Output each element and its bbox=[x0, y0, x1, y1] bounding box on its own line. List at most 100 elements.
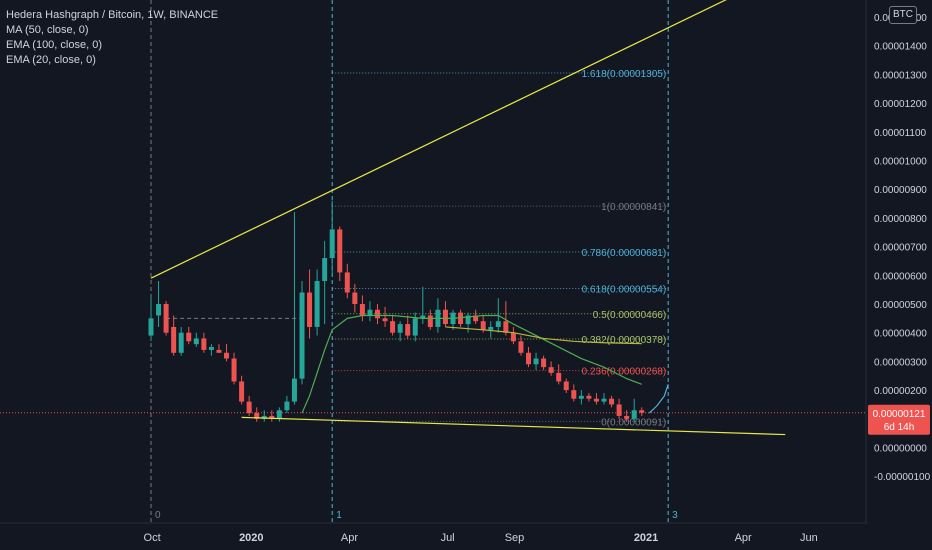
candle-body bbox=[616, 404, 622, 416]
candle-body bbox=[427, 315, 433, 327]
candle-body bbox=[601, 398, 607, 402]
fib-level-label: 0(0.00000091) bbox=[601, 417, 666, 428]
candle-body bbox=[488, 326, 494, 330]
fib-level-label: 0.236(0.00000268) bbox=[582, 367, 667, 378]
y-tick-label: 0.00001100 bbox=[874, 128, 927, 139]
fib-level-label: 0.5(0.00000466) bbox=[593, 310, 666, 321]
currency-badge[interactable]: BTC bbox=[889, 6, 917, 24]
x-tick-label: Oct bbox=[144, 532, 161, 544]
x-tick-label: Jun bbox=[800, 532, 818, 544]
candle-body bbox=[148, 318, 154, 336]
candle-body bbox=[314, 281, 320, 327]
candle-body bbox=[578, 395, 584, 399]
candle-body bbox=[541, 358, 547, 368]
candle-body bbox=[322, 258, 328, 282]
candle-body bbox=[586, 395, 592, 399]
fib-level-label: 1.618(0.00001305) bbox=[582, 69, 667, 80]
ema100-indicator-label[interactable]: EMA (100, close, 0) bbox=[6, 39, 102, 51]
x-tick-label: Sep bbox=[505, 532, 525, 544]
ma-indicator-label[interactable]: MA (50, close, 0) bbox=[6, 24, 89, 36]
candle-body bbox=[367, 309, 373, 316]
candle-body bbox=[269, 415, 275, 419]
candle-body bbox=[397, 324, 403, 333]
y-tick-label: 0.00001400 bbox=[874, 42, 927, 53]
x-tick-label: Jul bbox=[441, 532, 455, 544]
candle-body bbox=[359, 304, 365, 316]
vertical-marker-label: 0 bbox=[155, 510, 161, 521]
ma50-line bbox=[301, 314, 642, 414]
ema100-line bbox=[445, 326, 642, 345]
vertical-marker-label: 1 bbox=[336, 510, 342, 521]
candle-body bbox=[156, 304, 162, 316]
candle-body bbox=[533, 358, 539, 365]
candle-body bbox=[208, 347, 214, 350]
candle-body bbox=[352, 292, 358, 304]
candle-body bbox=[624, 415, 630, 419]
candle-body bbox=[254, 413, 260, 419]
candle-body bbox=[473, 315, 479, 322]
candle-body bbox=[556, 372, 562, 382]
candle-body bbox=[224, 352, 229, 359]
candle-body bbox=[201, 338, 207, 350]
candle-body bbox=[639, 410, 645, 413]
candle-body bbox=[261, 415, 267, 419]
candle-body bbox=[631, 410, 637, 419]
y-tick-label: 0.00000000 bbox=[874, 444, 927, 455]
candle-body bbox=[412, 318, 418, 336]
ema20-line bbox=[648, 384, 669, 414]
y-tick-label: 0.00000600 bbox=[874, 271, 927, 282]
candle-body bbox=[563, 381, 569, 391]
y-tick-label: 0.00000700 bbox=[874, 243, 927, 254]
candle-body bbox=[291, 378, 297, 402]
price-axis-background bbox=[867, 0, 932, 550]
y-tick-label: 0.00001000 bbox=[874, 157, 927, 168]
y-tick-label: 0.00001300 bbox=[874, 70, 927, 81]
candle-body bbox=[390, 321, 396, 333]
y-tick-label: 0.00000200 bbox=[874, 386, 927, 397]
y-tick-label: 0.00000400 bbox=[874, 329, 927, 340]
candle-body bbox=[163, 304, 169, 333]
candle-body bbox=[495, 321, 501, 327]
candle-body bbox=[593, 398, 599, 402]
trendline bbox=[150, 0, 727, 279]
x-tick-label: 2020 bbox=[239, 532, 263, 544]
x-tick-label: 2021 bbox=[634, 532, 658, 544]
candle-body bbox=[329, 229, 335, 259]
candle-body bbox=[458, 312, 464, 325]
vertical-marker-label: 3 bbox=[672, 510, 678, 521]
candle-body bbox=[344, 272, 350, 293]
candle-body bbox=[231, 358, 237, 382]
candle-body bbox=[420, 315, 426, 319]
candle-body bbox=[375, 309, 380, 319]
candle-body bbox=[276, 410, 282, 419]
candle-body bbox=[526, 352, 531, 365]
candle-body bbox=[337, 229, 343, 273]
candle-body bbox=[193, 338, 199, 345]
y-tick-label: -0.00000100 bbox=[874, 472, 931, 483]
candle-body bbox=[510, 332, 516, 342]
fib-level-label: 0.618(0.00000554) bbox=[582, 285, 667, 296]
candle-body bbox=[246, 401, 252, 414]
ema20-indicator-label[interactable]: EMA (20, close, 0) bbox=[6, 54, 96, 66]
candle-body bbox=[518, 341, 524, 353]
candle-body bbox=[216, 349, 222, 353]
last-price-value: 0.00000121 bbox=[873, 409, 926, 420]
symbol-title[interactable]: Hedera Hashgraph / Bitcoin, 1W, BINANCE bbox=[6, 9, 219, 21]
candle-body bbox=[382, 318, 388, 322]
y-tick-label: 0.00000300 bbox=[874, 357, 927, 368]
candle-body bbox=[571, 390, 577, 399]
y-tick-label: 0.00000900 bbox=[874, 185, 927, 196]
candle-body bbox=[480, 321, 486, 330]
bar-countdown: 6d 14h bbox=[884, 422, 915, 433]
candle-body bbox=[465, 315, 471, 325]
fib-level-label: 0.382(0.00000378) bbox=[582, 335, 667, 346]
fib-level-label: 1(0.00000841) bbox=[601, 202, 666, 213]
y-tick-label: 0.00000500 bbox=[874, 300, 927, 311]
candle-body bbox=[548, 367, 554, 373]
candle-body bbox=[609, 398, 615, 405]
last-price-badge bbox=[868, 404, 930, 435]
fib-level-label: 0.786(0.00000681) bbox=[582, 248, 667, 259]
candle-body bbox=[442, 309, 448, 325]
candle-body bbox=[239, 381, 245, 402]
